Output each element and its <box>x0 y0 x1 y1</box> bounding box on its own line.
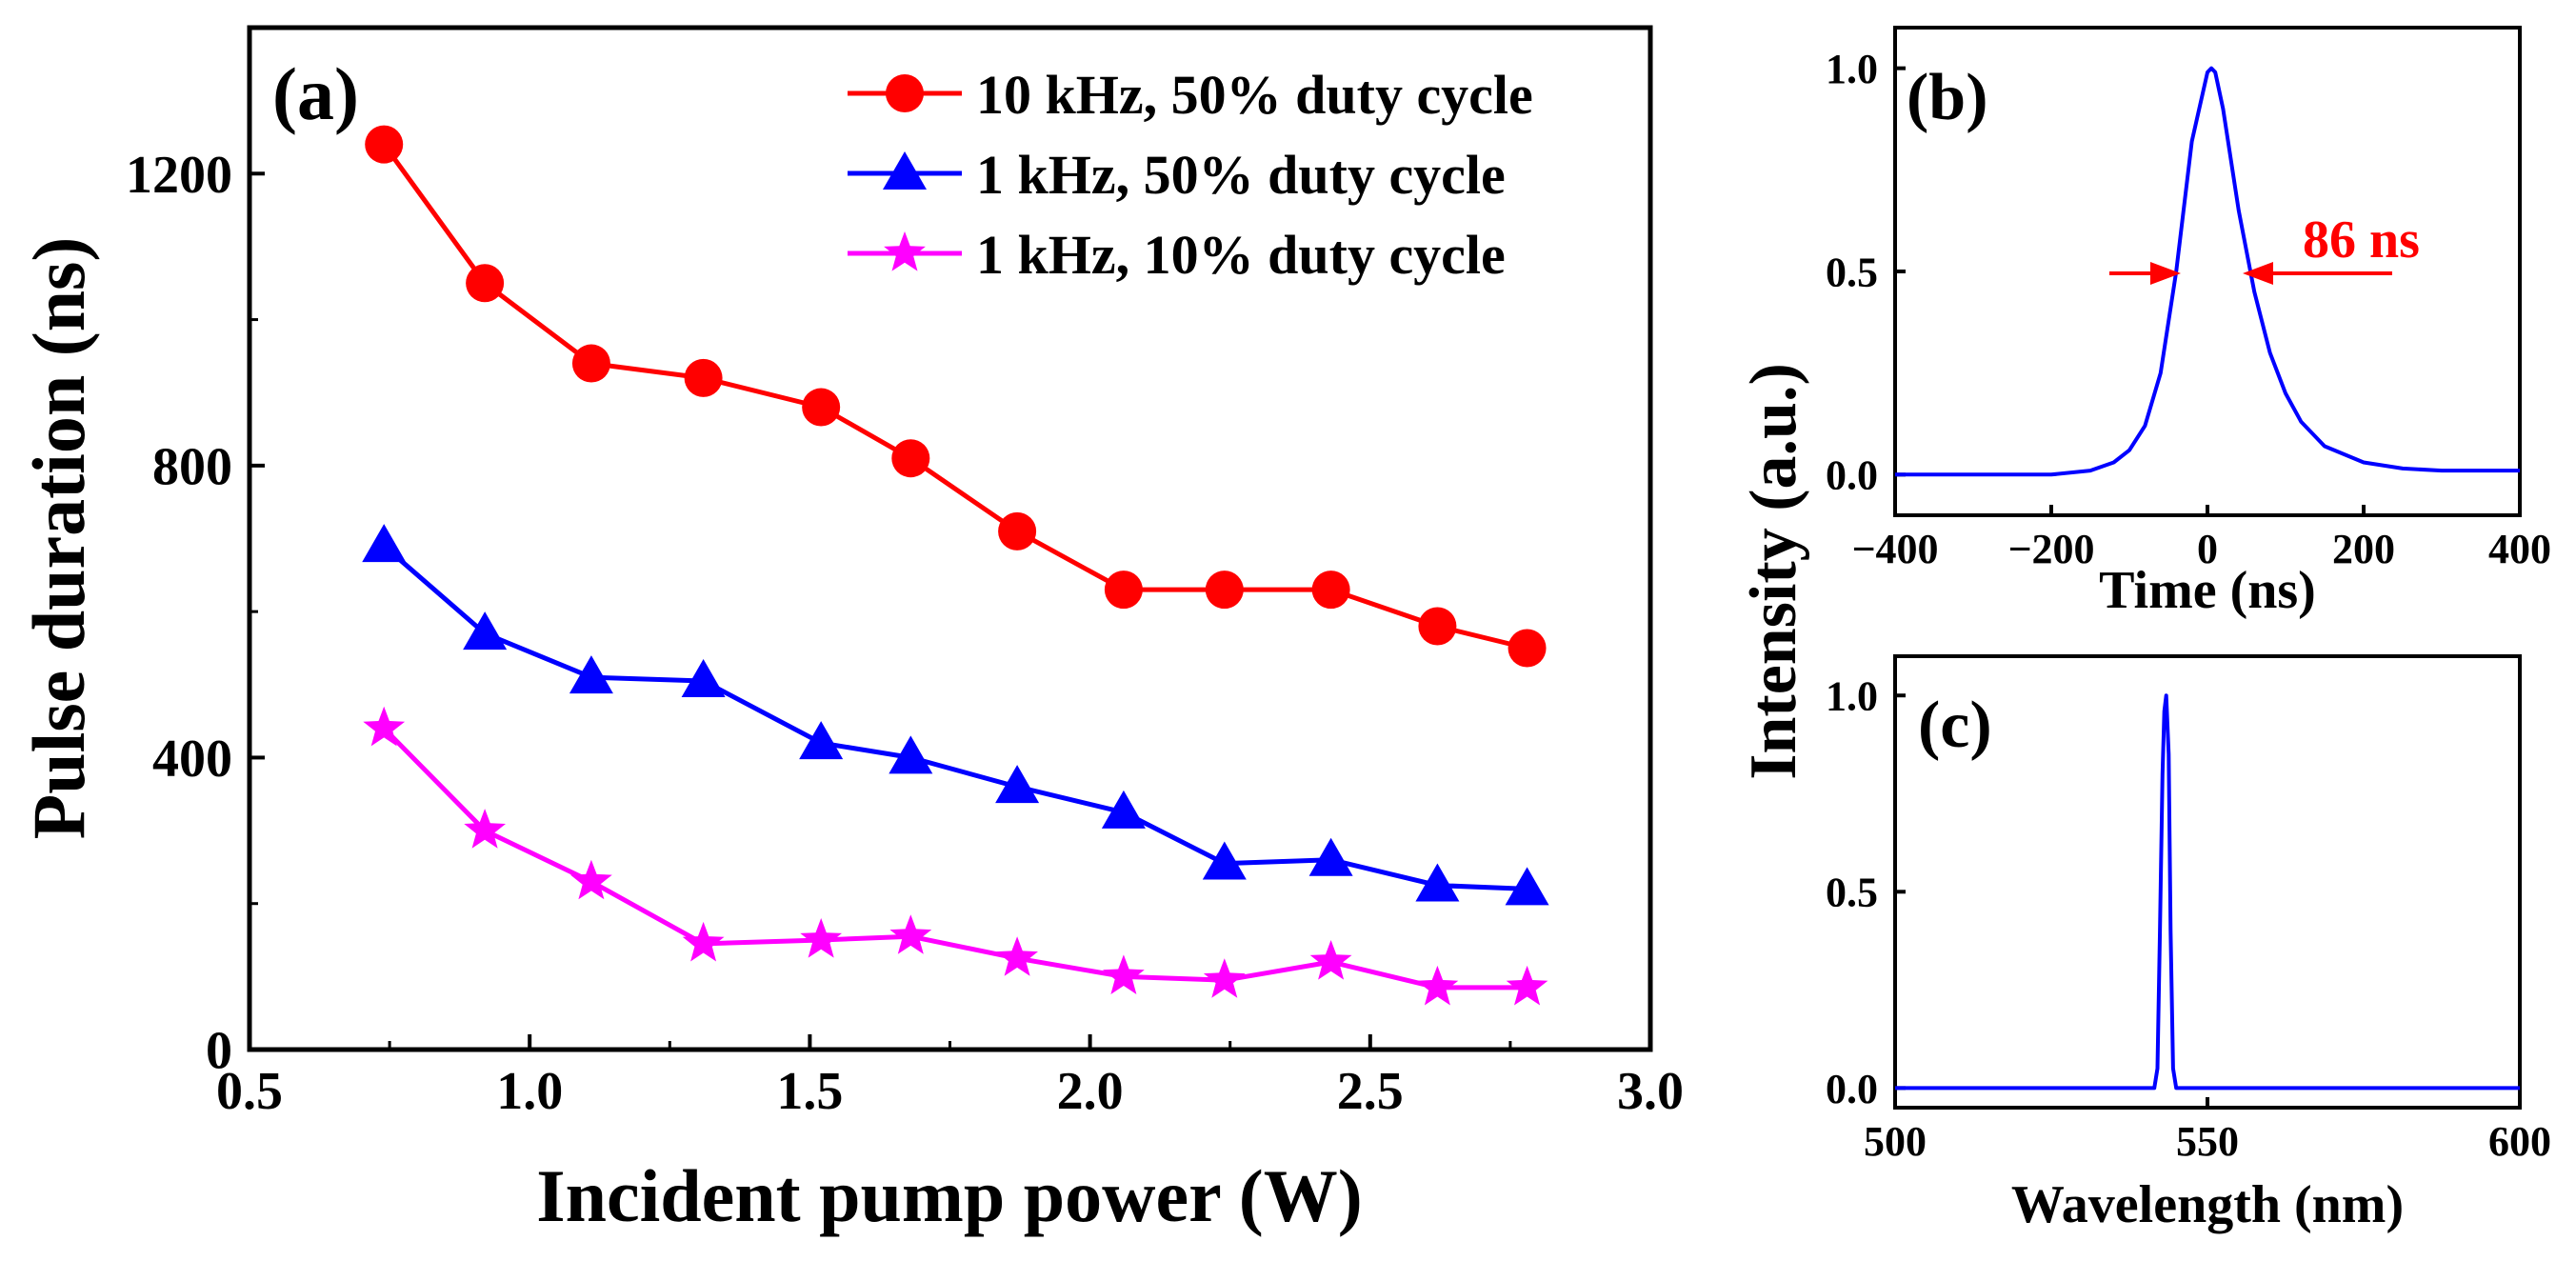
data-point <box>571 344 610 383</box>
legend-label-0: 10 kHz, 50% duty cycle <box>976 64 1533 126</box>
data-point <box>1418 607 1457 646</box>
series-line-0 <box>1895 66 2520 477</box>
panel-b-series <box>1895 66 2520 477</box>
legend-marker-0 <box>886 74 924 112</box>
data-point <box>684 358 723 397</box>
x-tick-label: 1.0 <box>496 1062 563 1121</box>
panel-b-ticks: −400 −200 0 200 400 0.0 0.5 1.0 <box>1826 46 2551 572</box>
data-point <box>1103 954 1145 994</box>
panel-c-label: (c) <box>1918 689 1992 762</box>
fwhm-arrow-right-head <box>2243 262 2273 285</box>
data-point <box>1506 965 1548 1006</box>
panel-c-series <box>1895 693 2520 1091</box>
data-point <box>996 936 1038 976</box>
data-point <box>889 735 933 774</box>
shared-ylabel: Intensity (a.u.) <box>1737 363 1810 780</box>
x-tick-label: 400 <box>2488 526 2551 572</box>
data-point <box>1415 863 1460 902</box>
legend-label-1: 1 kHz, 50% duty cycle <box>976 144 1506 206</box>
x-tick-label: 2.0 <box>1057 1062 1124 1121</box>
panel-a-ticks: 0.5 1.0 1.5 2.0 2.5 3.0 0 400 800 1200 <box>126 146 1684 1121</box>
fwhm-label: 86 ns <box>2303 210 2420 270</box>
panel-a-xlabel: Incident pump power (W) <box>536 1154 1362 1237</box>
data-point <box>1505 867 1549 906</box>
data-point <box>1101 790 1146 829</box>
x-tick-label: −400 <box>1851 526 1938 572</box>
y-tick-label: 0.5 <box>1826 870 1878 916</box>
panel-c: 500 550 600 0.0 0.5 1.0 (c) Wavelength (nm) <box>1826 654 2551 1234</box>
data-point <box>998 511 1037 550</box>
panel-b-frame <box>1893 26 2522 517</box>
data-point <box>682 921 725 962</box>
data-point <box>889 914 932 954</box>
panel-a: 0.5 1.0 1.5 2.0 2.5 3.0 0 400 800 1200 10 kHz, 50… <box>17 25 1684 1237</box>
legend-label-2: 1 kHz, 10% duty cycle <box>976 224 1506 286</box>
data-point <box>1202 841 1247 880</box>
data-point <box>1309 940 1352 980</box>
data-point <box>995 765 1040 804</box>
legend-marker-2 <box>884 231 926 271</box>
x-tick-label: 200 <box>2332 526 2395 572</box>
panel-b: −400 −200 0 200 400 0.0 0.5 1.0 (b) Time (ns) 8… <box>1826 26 2551 620</box>
data-point <box>362 524 407 563</box>
panel-a-label: (a) <box>272 52 359 135</box>
x-tick-label: −200 <box>2007 526 2094 572</box>
data-point <box>681 658 726 697</box>
y-tick-label: 1200 <box>126 146 232 205</box>
data-point <box>799 721 844 760</box>
data-point <box>363 706 406 747</box>
panel-b-label: (b) <box>1907 61 1988 134</box>
x-tick-label: 550 <box>2176 1118 2239 1165</box>
data-point <box>1416 965 1459 1006</box>
data-point <box>1311 570 1350 610</box>
fwhm-annotation: 86 ns <box>2109 210 2420 285</box>
data-point <box>1203 958 1246 998</box>
data-point <box>891 439 930 478</box>
y-tick-label: 0.5 <box>1826 249 1878 295</box>
y-tick-label: 0.0 <box>1826 452 1878 499</box>
x-tick-label: 0.5 <box>216 1062 283 1121</box>
data-point <box>1308 837 1353 876</box>
y-tick-label: 1.0 <box>1826 46 1878 92</box>
x-tick-label: 500 <box>1864 1118 1927 1165</box>
data-point <box>1508 629 1547 668</box>
panel-b-xlabel: Time (ns) <box>2099 561 2316 620</box>
panel-a-ylabel: Pulse duration (ns) <box>17 237 100 840</box>
data-point <box>365 125 404 164</box>
panel-a-series <box>362 125 1549 1006</box>
data-point <box>1104 570 1143 610</box>
data-point <box>570 859 612 900</box>
legend-marker-1 <box>883 151 927 190</box>
y-tick-label: 800 <box>152 437 232 496</box>
x-tick-label: 2.5 <box>1337 1062 1404 1121</box>
x-tick-label: 3.0 <box>1617 1062 1684 1121</box>
series-line-1 <box>382 544 1528 891</box>
x-tick-label: 0 <box>2197 526 2218 572</box>
series-line-0 <box>1895 693 2520 1091</box>
panel-c-ticks: 500 550 600 0.0 0.5 1.0 <box>1826 673 2551 1165</box>
data-point <box>464 809 506 849</box>
series-line-0 <box>382 143 1528 651</box>
data-point <box>463 611 508 651</box>
data-point <box>802 388 841 427</box>
data-point <box>1205 570 1244 610</box>
x-tick-label: 1.5 <box>776 1062 843 1121</box>
fwhm-arrow-left-head <box>2150 262 2181 285</box>
panel-a-legend: 10 kHz, 50% duty cycle 1 kHz, 50% duty cy… <box>848 64 1533 286</box>
panel-c-xlabel: Wavelength (nm) <box>2011 1175 2404 1234</box>
data-point <box>466 264 505 303</box>
series-line-2 <box>382 727 1528 991</box>
y-tick-label: 400 <box>152 730 232 789</box>
x-tick-label: 600 <box>2488 1118 2551 1165</box>
y-tick-label: 0.0 <box>1826 1066 1878 1112</box>
y-tick-label: 1.0 <box>1826 673 1878 720</box>
data-point <box>569 655 613 694</box>
y-tick-label: 0 <box>206 1022 232 1081</box>
data-point <box>800 918 842 958</box>
